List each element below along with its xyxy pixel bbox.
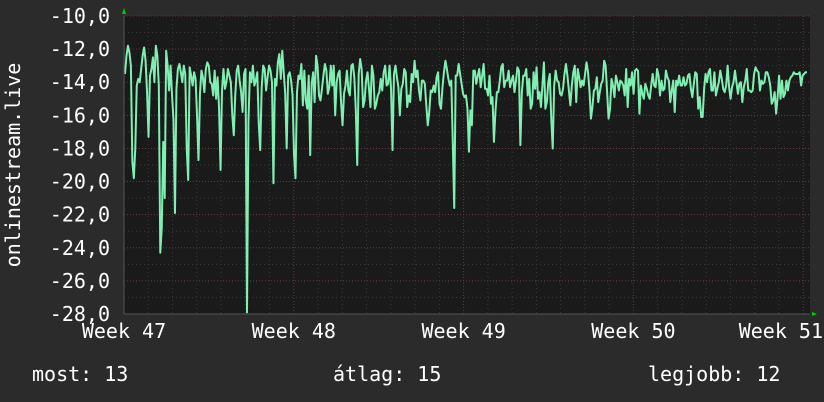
y-tick-label: -12,0: [50, 37, 110, 61]
stat-current-label: most:: [32, 362, 93, 386]
stat-average-value: 15: [417, 362, 442, 386]
stat-current: most: 13: [32, 362, 128, 386]
stat-best-value: 12: [756, 362, 781, 386]
x-tick-label: Week 51: [739, 319, 823, 343]
y-ticks: -10,0 -12,0 -14,0 -16,0 -18,0 -20,0 -22,0 -24,0…: [50, 4, 110, 326]
y-tick-label: -20,0: [50, 170, 110, 194]
x-tick-label: Week 50: [591, 319, 675, 343]
y-tick-label: -10,0: [50, 4, 110, 28]
x-tick-label: Week 48: [252, 319, 336, 343]
stat-current-value: 13: [104, 362, 129, 386]
stat-average-label: átlag:: [333, 362, 406, 386]
y-tick-label: -14,0: [50, 70, 110, 94]
stat-average: átlag: 15: [333, 362, 441, 386]
grid: [123, 15, 810, 315]
x-tick-label: Week 47: [82, 319, 166, 343]
x-tick-label: Week 49: [421, 319, 505, 343]
plot-area: [124, 16, 810, 314]
y-tick-label: -24,0: [50, 236, 110, 260]
stat-best-label: legjobb:: [648, 362, 745, 386]
x-ticks: Week 47 Week 48 Week 49 Week 50 Week 51: [82, 319, 823, 343]
x-axis-arrow: [812, 312, 817, 316]
y-tick-label: -26,0: [50, 269, 110, 293]
series-line: [124, 44, 807, 314]
y-axis-label: onlinestream.live: [1, 63, 25, 268]
y-axis-arrow: [122, 8, 126, 14]
y-tick-label: -16,0: [50, 103, 110, 127]
y-tick-label: -22,0: [50, 203, 110, 227]
y-tick-label: -28,0: [50, 302, 110, 326]
y-tick-label: -18,0: [50, 136, 110, 160]
stat-best: legjobb: 12: [648, 362, 780, 386]
